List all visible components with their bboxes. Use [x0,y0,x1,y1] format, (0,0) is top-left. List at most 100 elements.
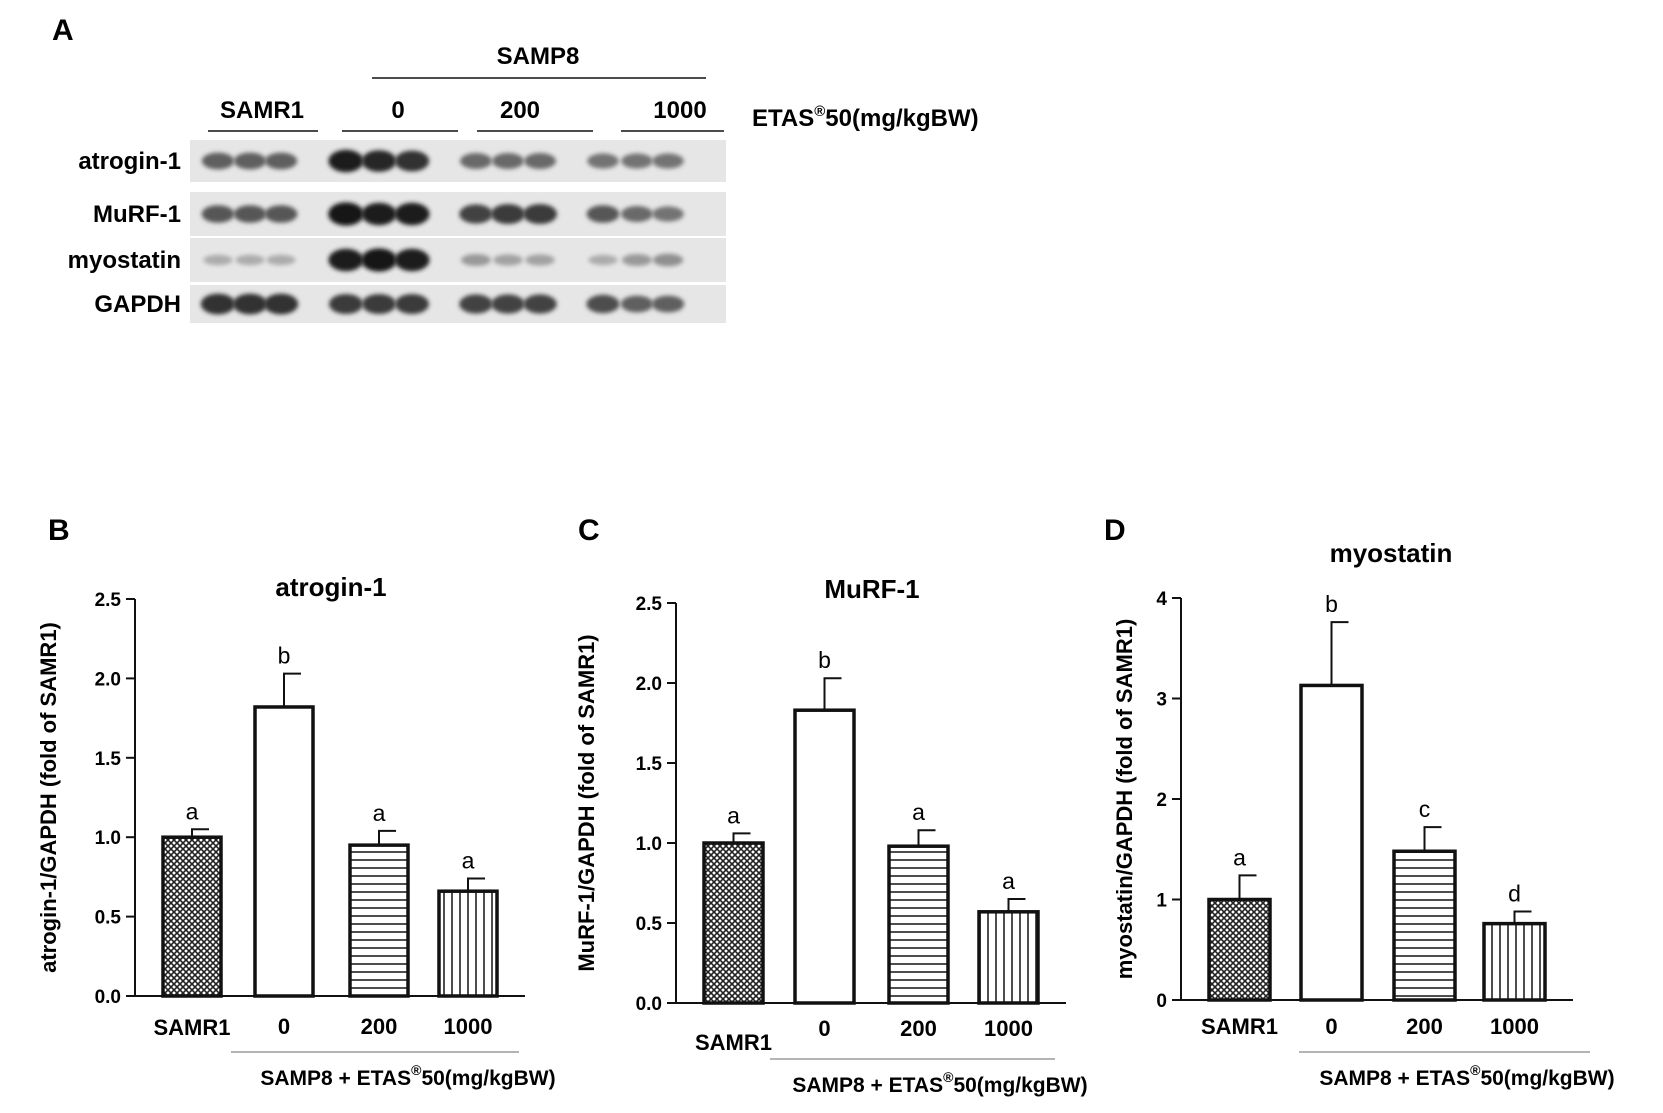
blot-band [525,254,555,266]
y-tick-label: 0.0 [636,994,662,1015]
blot-band [266,254,296,266]
blot-band [493,254,523,266]
blot-band [233,205,267,223]
blot-band [491,294,525,314]
treatment-label: ETAS®50(mg/kgBW) [752,103,979,132]
bar-200 [887,844,950,1005]
significance-letter: a [1002,868,1015,894]
y-tick-label: 0.5 [636,914,663,935]
bar-0 [1299,683,1364,1002]
strain-header: SAMP8 [497,43,580,70]
significance-letter: b [818,647,831,673]
blot-row-1: MuRF-1 [93,192,726,236]
significance-letter: a [727,802,740,828]
blot-band [652,206,684,222]
bar-0 [793,708,856,1005]
blot-band [233,152,267,170]
dose-label-200: 200 [500,97,540,124]
significance-letter: a [186,798,199,824]
category-label: 0 [818,1016,830,1041]
y-tick-label: 2.0 [95,669,121,690]
blot-band [395,294,429,314]
blot-band [264,205,298,223]
y-tick-label: 3 [1156,690,1167,711]
significance-letter: a [912,799,925,825]
category-label: 1000 [984,1016,1033,1041]
blot-band [362,294,396,314]
chart-title: atrogin-1 [275,572,386,602]
category-label: 0 [278,1014,290,1039]
category-label: 1000 [1490,1014,1539,1039]
blot-band [200,293,236,315]
significance-letter: a [1233,844,1246,870]
y-axis-label: myostatin/GAPDH (fold of SAMR1) [1112,619,1137,980]
significance-letter: c [1419,796,1431,822]
bar-1000 [1482,921,1547,1002]
bar-1000 [977,910,1040,1005]
category-label: 200 [1406,1014,1443,1039]
blot-row-label: atrogin-1 [78,148,181,175]
blot-band [622,254,652,266]
blot-row-3: GAPDH [94,285,726,323]
blot-band [586,294,620,314]
blot-band [235,254,265,266]
category-label: 200 [361,1014,398,1039]
bar-200 [348,843,410,998]
blot-panel: A SAMP8 SAMR1 0 200 1000 ETAS®50(mg/kgBW… [52,14,979,323]
significance-letter: b [1325,591,1338,617]
y-tick-label: 1.5 [95,749,122,770]
chart-title: myostatin [1330,538,1453,568]
blot-band [461,254,491,266]
blot-band [651,295,685,313]
blot-band [459,294,493,314]
control-label: SAMR1 [220,97,304,124]
blot-band [201,205,235,223]
blot-band [588,254,618,266]
blot-band [621,206,653,222]
blot-band [491,204,525,224]
bar-0 [253,705,315,998]
blot-band [201,152,235,170]
category-label: 0 [1325,1014,1337,1039]
y-tick-label: 1.5 [636,754,663,775]
blot-band [620,295,654,313]
y-tick-label: 4 [1156,589,1167,610]
blot-band [587,153,619,169]
blot-row-label: MuRF-1 [93,201,181,228]
bar-SAMR1 [1207,897,1272,1002]
y-tick-label: 0.5 [95,908,122,929]
category-label: 200 [900,1016,937,1041]
group-label: SAMP8 + ETAS®50(mg/kgBW) [792,1069,1087,1097]
category-label: 1000 [444,1014,493,1039]
bar-1000 [437,889,499,998]
blot-band [203,254,233,266]
category-label: SAMR1 [1201,1014,1278,1039]
significance-letter: b [278,643,291,669]
panel-letter: C [578,514,600,547]
y-tick-label: 1 [1156,891,1167,912]
blot-band [459,204,493,224]
blot-band [394,150,430,172]
y-tick-label: 2.5 [95,590,122,611]
dose-label-1000: 1000 [653,97,706,124]
blot-row-label: myostatin [68,247,181,274]
group-label: SAMP8 + ETAS®50(mg/kgBW) [1319,1062,1614,1090]
bar-200 [1392,849,1457,1002]
blot-band [361,202,397,226]
bar-SAMR1 [702,841,765,1005]
y-tick-label: 2.5 [636,594,663,615]
blot-band [492,153,524,169]
panel-letter-a: A [52,14,74,47]
blot-band [652,153,684,169]
blot-band [361,248,397,272]
significance-letter: a [462,847,475,873]
y-tick-label: 1.0 [95,828,121,849]
blot-band [329,294,363,314]
blot-band [394,248,430,272]
blot-band [523,294,557,314]
category-label: SAMR1 [153,1015,230,1040]
blot-band [361,150,397,172]
